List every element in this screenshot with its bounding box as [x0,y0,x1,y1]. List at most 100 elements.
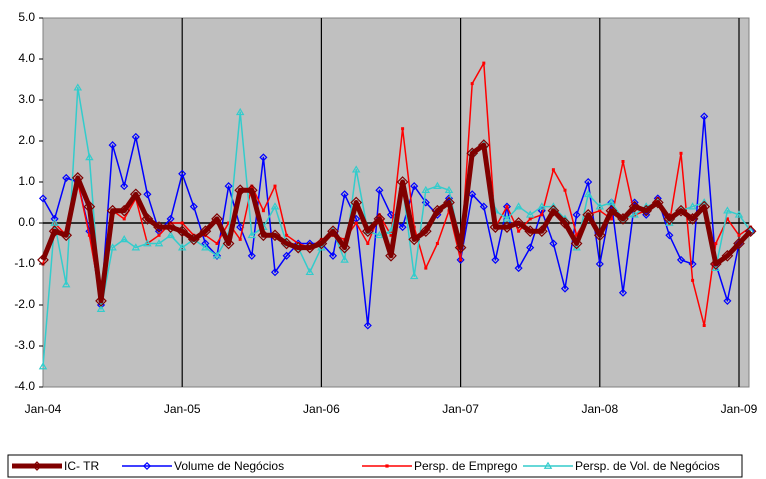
data-point [292,241,305,254]
data-point [489,221,502,233]
y-tick-label: -2.0 [14,297,35,311]
data-point [143,190,152,199]
data-point [259,153,268,162]
data-point [38,194,48,203]
x-tick-label: Jan-07 [442,402,479,416]
data-point [176,225,189,238]
data-point [375,186,384,195]
data-point [482,61,486,65]
data-point [679,151,683,155]
data-point [96,304,106,312]
legend-label: IC- TR [64,459,99,473]
data-point [366,242,370,245]
data-point [698,200,711,213]
data-point [315,237,328,250]
data-point [468,190,477,199]
data-point [235,107,245,116]
y-tick-label: 2.0 [18,133,35,147]
data-point [363,321,372,330]
x-tick-label: Jan-05 [164,402,201,416]
data-point [285,233,289,237]
data-point [119,235,129,243]
x-tick-label: Jan-09 [721,402,758,416]
plot-area [42,17,750,388]
data-point [222,237,235,250]
data-point [617,213,629,225]
data-point [640,204,653,217]
data-point [328,251,338,260]
data-point [224,182,233,191]
data-point [340,255,349,263]
data-point [733,237,745,250]
data-point [459,258,463,262]
data-point [737,233,741,237]
data-point [189,202,198,211]
data-point [630,210,639,218]
data-point [164,221,177,233]
data-point [50,218,59,226]
data-point [131,132,140,141]
data-point [517,229,521,233]
data-point [563,188,567,192]
data-point [203,233,207,237]
data-point [709,258,722,270]
data-point [236,223,245,232]
data-point [535,225,548,238]
data-point [201,243,210,251]
series-line [40,142,753,304]
data-point [261,209,265,213]
data-point [540,213,544,217]
data-point [270,268,280,277]
y-tick-label: 5.0 [18,10,35,24]
y-tick-label: 3.0 [18,92,35,106]
data-point [607,198,616,206]
data-point [443,196,455,209]
data-point [714,242,718,245]
data-point [424,266,428,270]
data-point [598,209,602,213]
data-point [651,196,664,209]
data-point [502,202,512,211]
data-point [572,210,581,219]
data-point [62,173,71,182]
data-point [238,237,242,241]
data-point [605,204,618,217]
data-point [199,225,212,238]
data-point [721,249,734,262]
data-point [676,255,686,264]
legend-marker [32,461,42,471]
data-point [87,233,91,237]
data-point [250,184,254,188]
data-point [419,225,432,238]
data-point [257,229,270,242]
x-tick-label: Jan-06 [303,402,340,416]
y-tick-label: -1.0 [14,256,35,270]
data-point [675,204,687,217]
data-point [702,324,706,327]
data-point [502,214,512,222]
data-point [373,213,386,225]
data-point [725,217,729,221]
data-point [303,241,316,254]
data-point [686,213,699,225]
data-point [247,230,257,239]
data-point [305,267,315,276]
data-point [211,213,223,225]
data-point [361,225,374,238]
data-point [157,233,161,237]
data-point [131,243,141,251]
data-point [584,177,593,187]
data-point [108,141,117,150]
data-point [514,264,523,273]
data-point [227,221,231,225]
data-point [456,255,465,264]
data-point [234,184,247,197]
data-point [491,255,500,264]
data-point [547,204,560,217]
data-point [106,204,119,217]
data-point [628,200,641,213]
data-point [396,176,409,188]
data-point [354,221,358,225]
data-point [340,190,349,199]
